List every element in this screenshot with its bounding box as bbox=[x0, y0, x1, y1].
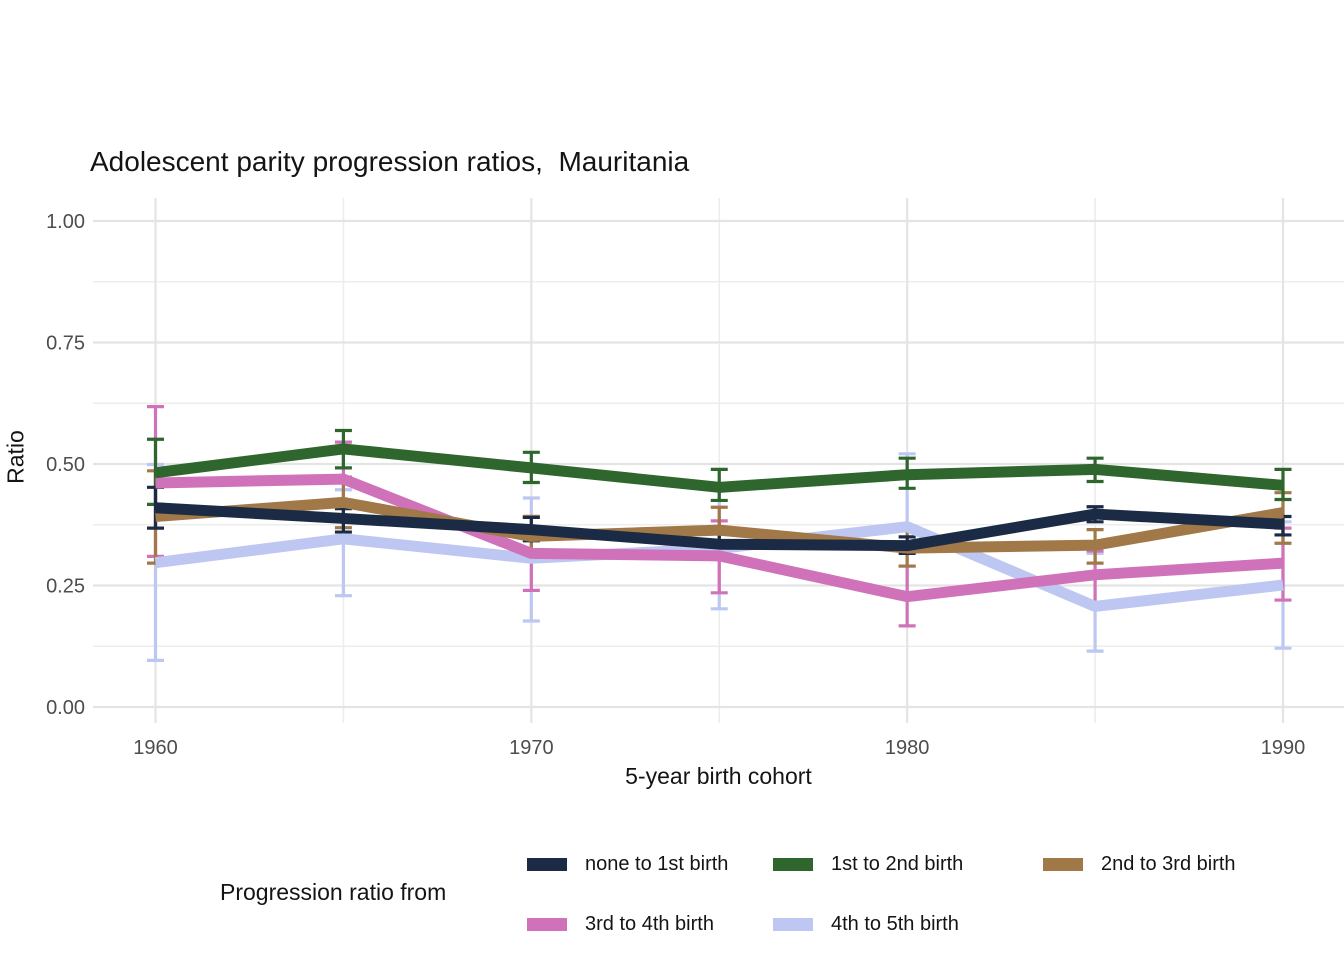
series-line bbox=[155, 502, 1284, 552]
legend-items: none to 1st birth 1st to 2nd birth 2nd to … bbox=[527, 850, 1236, 938]
legend-item-label: 1st to 2nd birth bbox=[831, 852, 964, 875]
y-tick-label: 1.00 bbox=[46, 211, 85, 233]
series-line bbox=[155, 496, 1284, 554]
x-axis-title: 5-year birth cohort bbox=[625, 763, 812, 789]
legend-item-label: 3rd to 4th birth bbox=[585, 912, 714, 935]
y-tick-label: 0.75 bbox=[46, 333, 85, 355]
x-tick-label: 1970 bbox=[509, 737, 554, 759]
series-line bbox=[155, 473, 1284, 603]
legend-item-label: 2nd to 3rd birth bbox=[1101, 852, 1236, 875]
y-tick-label: 0.25 bbox=[46, 576, 85, 598]
y-tick-label: 0.00 bbox=[46, 697, 85, 719]
legend-item: 4th to 5th birth bbox=[773, 910, 1043, 938]
x-tick-label: 1980 bbox=[885, 737, 930, 759]
legend-item: 2nd to 3rd birth bbox=[1043, 850, 1236, 878]
legend-swatch bbox=[773, 917, 813, 931]
y-axis-title: Ratio bbox=[2, 430, 29, 484]
legend-swatch bbox=[1043, 857, 1083, 871]
legend-swatch bbox=[527, 917, 567, 931]
chart-title: Adolescent parity progression ratios, Ma… bbox=[90, 146, 690, 177]
legend-item-label: 4th to 5th birth bbox=[831, 912, 959, 935]
legend-swatch bbox=[527, 857, 567, 871]
legend-item: 3rd to 4th birth bbox=[527, 910, 773, 938]
legend-item-label: none to 1st birth bbox=[585, 852, 729, 875]
x-tick-label: 1960 bbox=[133, 737, 178, 759]
legend-item: 1st to 2nd birth bbox=[773, 850, 1043, 878]
x-tick-label: 1990 bbox=[1261, 737, 1306, 759]
legend-swatch bbox=[773, 857, 813, 871]
series-line bbox=[154, 443, 1284, 493]
legend-item: none to 1st birth bbox=[527, 850, 773, 878]
legend-title: Progression ratio from bbox=[220, 879, 447, 905]
y-tick-label: 0.50 bbox=[46, 454, 85, 476]
